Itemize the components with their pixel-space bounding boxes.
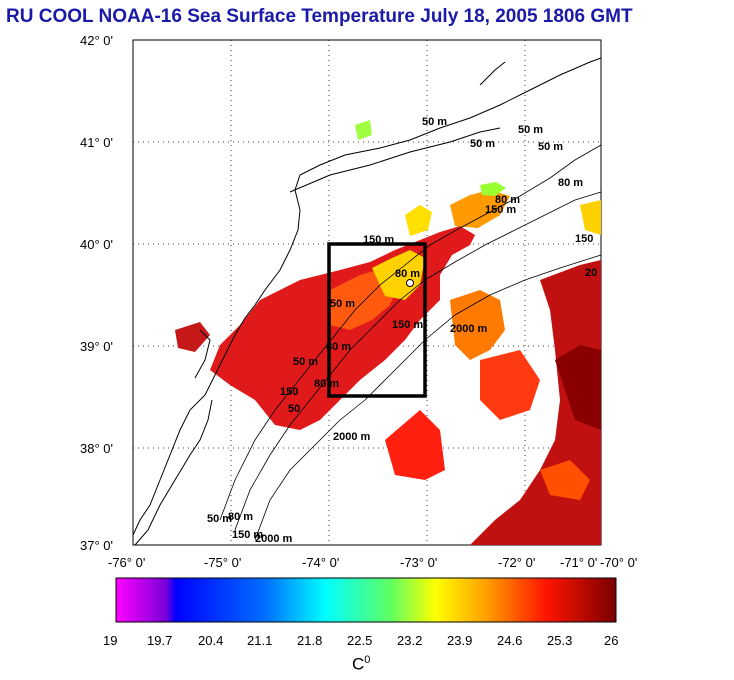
coastline-mainland: [132, 57, 602, 536]
contour-label: 150 m: [485, 204, 516, 216]
contour-labels: 50 m 50 m 50 m 50 m 80 m 150 m 150 80 m …: [207, 116, 597, 545]
colorbar: [115, 577, 617, 623]
contour-2000m: [254, 254, 602, 541]
contour-label: 150 m: [232, 529, 263, 541]
colorbar-unit-text: C: [352, 654, 365, 674]
colorbar-ticks: 19 19.7 20.4 21.1 21.8 22.5 23.2 23.9 24…: [103, 633, 618, 648]
colorbar-unit-sup: 0: [364, 654, 371, 666]
dark-patch-east: [555, 345, 601, 430]
lon-label: -76° 0': [108, 555, 145, 570]
orange-patch-mid: [450, 290, 505, 360]
contour-label: 80 m: [558, 177, 583, 189]
contour-50m: [219, 144, 602, 521]
orange-patch-northeast: [450, 190, 510, 228]
coastline: [132, 57, 602, 546]
contour-label: 20: [585, 267, 597, 279]
lon-label: -71° 0': [560, 555, 597, 570]
contour-label: 2000 m: [255, 533, 293, 545]
lon-label: -75° 0': [204, 555, 241, 570]
colorbar-tick: 25.3: [547, 633, 572, 648]
contour-label: 50 m: [518, 124, 543, 136]
contour-label: 80 m: [228, 511, 253, 523]
colorbar-tick: 19: [103, 633, 117, 648]
coastline-delaware-bay: [194, 329, 211, 379]
colorbar-tick: 24.6: [497, 633, 522, 648]
contour-label: 80 m: [495, 194, 520, 206]
contour-label: 50 m: [207, 513, 232, 525]
coastline-long-island: [289, 127, 501, 193]
latitude-labels: 42° 0' 41° 0' 40° 0' 39° 0' 38° 0' 37° 0…: [80, 33, 113, 553]
colorbar-tick: 20.4: [198, 633, 223, 648]
lon-label: -74° 0': [302, 555, 339, 570]
contour-label: 150: [575, 233, 593, 245]
colorbar-tick: 21.1: [247, 633, 272, 648]
contour-label: 50 m: [293, 356, 318, 368]
red-patch-mid: [480, 350, 540, 420]
warm-patch-yellow: [372, 250, 425, 300]
contour-label: 80 m: [314, 378, 339, 390]
lon-label: -70° 0': [600, 555, 637, 570]
green-patch-li: [355, 120, 372, 140]
contour-label: 50 m: [470, 138, 495, 150]
lon-label: -72° 0': [498, 555, 535, 570]
colorbar-tick: 23.9: [447, 633, 472, 648]
buoy-marker: [406, 279, 414, 287]
coastline-delmarva: [134, 399, 213, 546]
lat-label: 39° 0': [80, 339, 113, 354]
colorbar-tick: 19.7: [147, 633, 172, 648]
lat-label: 40° 0': [80, 237, 113, 252]
contour-label: 50 m: [330, 298, 355, 310]
contour-label: 2000 m: [450, 323, 488, 335]
orange-patch-southeast: [540, 460, 590, 500]
contour-label: 2000 m: [333, 431, 371, 443]
red-patch-delaware: [175, 322, 210, 352]
red-patch-south: [385, 410, 445, 480]
coastline-cape-cod: [479, 61, 506, 86]
green-patch-northeast: [480, 182, 506, 196]
colorbar-unit-label: C0: [352, 654, 370, 675]
longitude-labels: -76° 0' -75° 0' -74° 0' -73° 0' -72° 0' …: [108, 555, 637, 570]
colorbar-tick: 22.5: [347, 633, 372, 648]
bathymetry-contours: [219, 144, 602, 541]
lon-label: -73° 0': [400, 555, 437, 570]
study-area-box: [327, 242, 427, 398]
contour-label: 150 m: [392, 319, 423, 331]
contour-label: 50 m: [538, 141, 563, 153]
lat-label: 42° 0': [80, 33, 113, 48]
sst-patches: [175, 120, 601, 545]
contour-150m: [234, 191, 602, 531]
lat-label: 41° 0': [80, 135, 113, 150]
colorbar-tick: 26: [604, 633, 618, 648]
contour-label: 50: [288, 403, 300, 415]
yellow-patch-north: [405, 205, 432, 236]
colorbar-tick: 21.8: [297, 633, 322, 648]
contour-label: 80 m: [326, 341, 351, 353]
map-title: RU COOL NOAA-16 Sea Surface Temperature …: [6, 6, 633, 27]
lat-label: 37° 0': [80, 538, 113, 553]
yellow-patch-east: [580, 200, 601, 235]
contour-label: 80 m: [395, 268, 420, 280]
contour-label: 50 m: [422, 116, 447, 128]
lat-label: 38° 0': [80, 441, 113, 456]
contour-label: 150: [280, 386, 298, 398]
colorbar-tick: 23.2: [397, 633, 422, 648]
